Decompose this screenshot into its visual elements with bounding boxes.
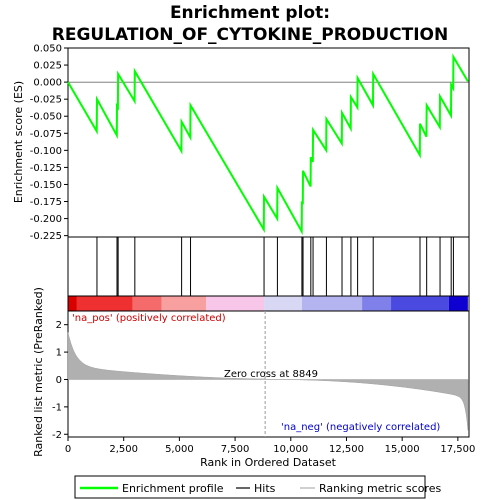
legend-metric-label: Ranking metric scores [319, 482, 441, 495]
heatmap-segment [206, 296, 264, 311]
heatmap-segments [68, 296, 468, 311]
es-panel-frame [68, 48, 469, 237]
es-y-tick-label: 0.050 [33, 44, 62, 55]
es-y-tick-label: -0.125 [30, 163, 62, 174]
positive-correlation-label: 'na_pos' (positively correlated) [72, 313, 226, 324]
es-y-tick-label: 0.025 [33, 61, 62, 72]
x-tick-label: 12,500 [329, 444, 364, 455]
heatmap-segment [449, 296, 468, 311]
heatmap-segment [391, 296, 449, 311]
x-tick-label: 10,000 [273, 444, 308, 455]
x-tick-label: 0 [65, 444, 71, 455]
metric-y-axis-label: Ranked list metric (PreRanked) [32, 287, 45, 457]
legend-profile-label: Enrichment profile [122, 482, 224, 495]
x-tick-label: 7,500 [221, 444, 250, 455]
es-y-tick-label: -0.100 [30, 146, 62, 157]
heatmap-segment [68, 296, 77, 311]
es-y-axis-label: Enrichment score (ES) [12, 81, 25, 203]
es-y-tick-label: 0.000 [33, 78, 62, 89]
legend-hits-label: Hits [254, 482, 276, 495]
metric-y-tick-label: -2 [52, 430, 62, 441]
heatmap-segment [77, 296, 133, 311]
ranking-heatmap [68, 296, 469, 311]
heatmap-segment [264, 296, 302, 311]
metric-panel: 2 1 0 -1 -2 'na_pos' (positively correlated)… [52, 311, 469, 441]
heatmap-segment [362, 296, 391, 311]
metric-y-tick-label: 2 [56, 320, 62, 331]
hits-panel-frame [68, 237, 469, 296]
x-tick-label: 5,000 [165, 444, 194, 455]
negative-correlation-label: 'na_neg' (negatively correlated) [281, 422, 440, 433]
heatmap-segment [133, 296, 162, 311]
x-tick-label: 2,500 [109, 444, 138, 455]
x-tick-label: 15,000 [385, 444, 420, 455]
metric-y-tick-label: 1 [56, 348, 62, 359]
x-axis-ticks: 0 2,500 5,000 7,500 10,000 12,500 15,000 17,500 [65, 437, 476, 455]
es-y-tick-label: -0.050 [30, 112, 62, 123]
es-y-ticks: 0.050 0.025 0.000 -0.025 -0.050 -0.075 -0.100 -… [30, 44, 68, 243]
es-y-tick-label: -0.075 [30, 129, 62, 140]
metric-y-ticks: 2 1 0 -1 -2 [52, 320, 68, 441]
es-y-tick-label: -0.150 [30, 180, 62, 191]
metric-y-tick-label: 0 [56, 375, 62, 386]
heatmap-segment [302, 296, 362, 311]
title-line2: REGULATION_OF_CYTOKINE_PRODUCTION [52, 25, 448, 45]
es-y-tick-label: -0.200 [30, 214, 62, 225]
zero-cross-label: Zero cross at 8849 [224, 369, 318, 380]
x-axis-label: Rank in Ordered Dataset [200, 456, 337, 469]
title-line1: Enrichment plot: [170, 3, 330, 23]
hits-panel [68, 237, 469, 296]
es-y-tick-label: -0.175 [30, 197, 62, 208]
es-panel: 0.050 0.025 0.000 -0.025 -0.050 -0.075 -0.100 -… [30, 44, 469, 243]
metric-y-tick-label: -1 [52, 402, 62, 413]
x-tick-label: 17,500 [440, 444, 475, 455]
heatmap-segment [162, 296, 207, 311]
legend: Enrichment profile Hits Ranking metric s… [75, 476, 441, 498]
es-y-tick-label: -0.225 [30, 231, 62, 242]
es-y-tick-label: -0.025 [30, 95, 62, 106]
